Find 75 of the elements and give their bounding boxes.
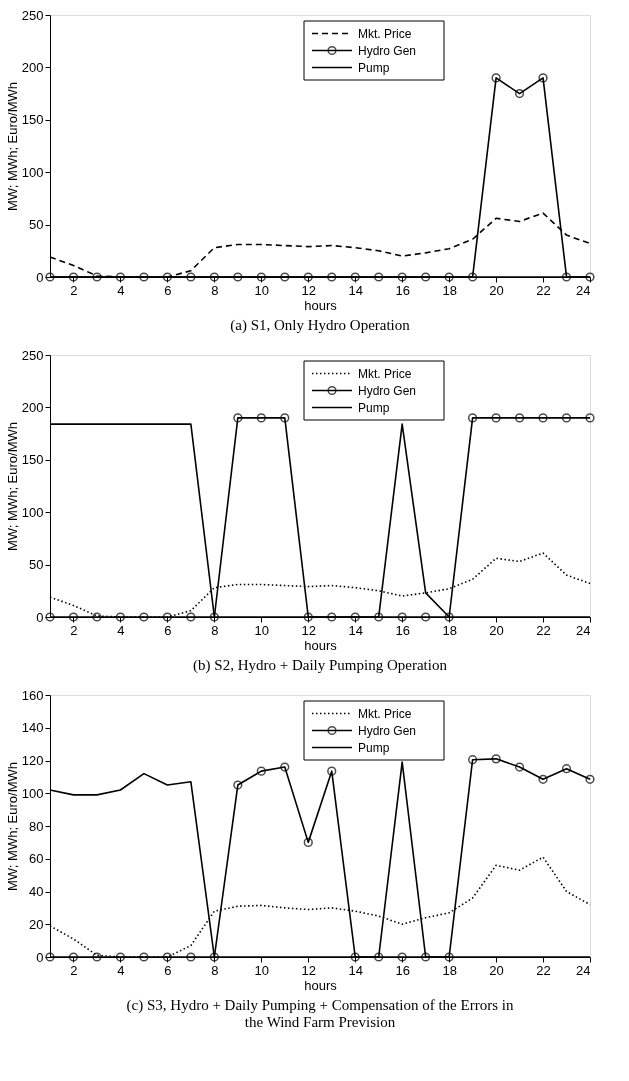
legend-label: Hydro Gen: [358, 723, 417, 738]
x-tick-label: 24: [576, 622, 591, 638]
x-tick-label: 16: [395, 962, 410, 978]
y-tick-label: 50: [29, 557, 44, 573]
x-tick-label: 4: [117, 622, 125, 638]
x-tick-label: 14: [348, 282, 363, 298]
x-tick-label: 14: [348, 622, 363, 638]
y-tick-label: 100: [21, 785, 44, 801]
x-axis-title: hours: [304, 977, 338, 993]
x-tick-label: 10: [254, 622, 270, 638]
legend-label: Mkt. Price: [358, 26, 412, 41]
legend-label: Hydro Gen: [358, 383, 417, 398]
x-tick-label: 2: [70, 622, 78, 638]
x-tick-label: 22: [536, 282, 551, 298]
y-tick-label: 160: [21, 687, 44, 703]
x-tick-label: 16: [395, 282, 410, 298]
y-tick-label: 150: [21, 112, 44, 128]
x-tick-label: 24: [576, 962, 591, 978]
x-tick-label: 16: [395, 622, 410, 638]
y-tick-label: 0: [36, 609, 44, 625]
y-tick-label: 250: [21, 347, 44, 363]
y-tick-label: 0: [36, 949, 44, 965]
legend-label: Mkt. Price: [358, 366, 412, 381]
x-tick-label: 12: [301, 622, 316, 638]
x-tick-label: 18: [442, 282, 457, 298]
x-tick-label: 2: [70, 282, 78, 298]
x-tick-label: 22: [536, 962, 551, 978]
x-tick-label: 6: [164, 622, 172, 638]
x-tick-label: 8: [211, 622, 219, 638]
x-tick-label: 8: [211, 282, 219, 298]
x-tick-label: 22: [536, 622, 551, 638]
text: (a) S1, Only Hydro Operation: [230, 317, 411, 334]
y-tick-label: 140: [21, 720, 44, 736]
y-tick-label: 40: [29, 884, 44, 899]
x-tick-label: 6: [164, 962, 172, 978]
x-tick-label: 10: [254, 962, 270, 978]
x-tick-label: 8: [211, 962, 219, 978]
y-axis-title: MW; MWh; Euro/MWh: [4, 81, 20, 212]
legend-label: Pump: [358, 740, 390, 755]
y-tick-label: 60: [29, 851, 44, 867]
x-tick-label: 20: [489, 282, 504, 298]
x-tick-label: 2: [70, 962, 78, 978]
legend-label: Mkt. Price: [358, 706, 412, 721]
y-tick-label: 250: [21, 7, 44, 23]
x-tick-label: 6: [164, 282, 172, 298]
x-tick-label: 12: [301, 282, 316, 298]
y-tick-label: 100: [21, 164, 44, 180]
y-tick-label: 120: [21, 753, 44, 768]
y-tick-label: 0: [36, 269, 44, 285]
x-tick-label: 14: [348, 962, 363, 978]
legend-label: Pump: [358, 60, 390, 75]
y-tick-label: 200: [21, 399, 44, 415]
y-tick-label: 50: [29, 217, 44, 233]
y-tick-label: 80: [29, 818, 44, 834]
x-axis-title: hours: [304, 637, 338, 653]
y-axis-title: MW; MWh; Euro/MWh: [4, 761, 20, 892]
legend-label: Hydro Gen: [358, 43, 417, 58]
x-tick-label: 24: [576, 282, 591, 298]
y-tick-label: 200: [21, 59, 44, 75]
y-tick-label: 150: [21, 452, 44, 468]
y-axis-title: MW; MWh; Euro/MWh: [4, 421, 20, 552]
x-tick-label: 4: [117, 282, 125, 298]
x-tick-label: 4: [117, 962, 125, 978]
x-tick-label: 20: [489, 962, 504, 978]
x-tick-label: 10: [254, 282, 270, 298]
x-tick-label: 12: [301, 962, 316, 978]
y-tick-label: 20: [29, 916, 44, 932]
legend-label: Pump: [358, 400, 390, 415]
x-tick-label: 20: [489, 622, 504, 638]
x-axis-title: hours: [304, 297, 338, 313]
text: (b) S2, Hydro + Daily Pumping Operation: [193, 657, 448, 674]
x-tick-label: 18: [442, 622, 457, 638]
x-tick-label: 18: [442, 962, 457, 978]
y-tick-label: 100: [21, 504, 44, 520]
text: (c) S3, Hydro + Daily Pumping + Compensation of the Errors in the Wind Farm Prevision: [126, 997, 514, 1030]
